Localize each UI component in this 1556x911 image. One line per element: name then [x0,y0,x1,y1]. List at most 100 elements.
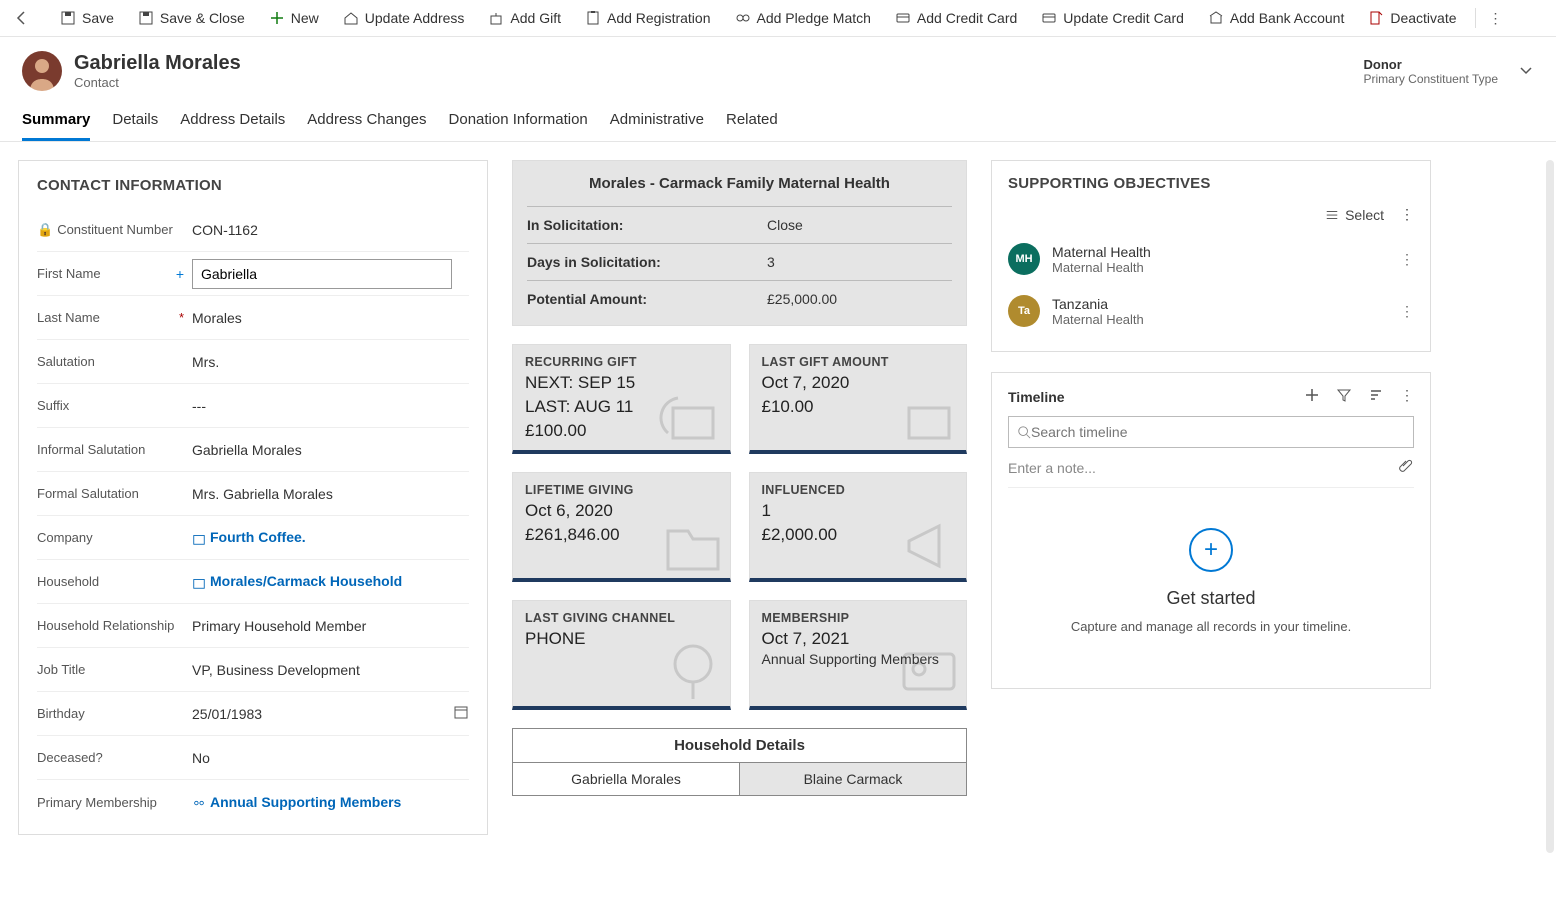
update-address-button[interactable]: Update Address [333,6,475,30]
first-name-label: First Name [37,266,101,281]
tab-address-details[interactable]: Address Details [180,105,285,141]
record-header: Gabriella Morales Contact Donor Primary … [0,37,1556,95]
job-title-value[interactable]: VP, Business Development [192,662,469,678]
suffix-value[interactable]: --- [192,398,469,414]
deactivate-button[interactable]: Deactivate [1358,6,1466,30]
gift-icon [658,378,728,448]
folder-icon [658,506,728,576]
command-bar: Save Save & Close New Update Address Add… [0,0,1556,37]
deceased-label: Deceased? [37,750,192,765]
objective-title: Maternal Health [1052,244,1151,260]
required-icon: * [179,310,184,325]
kpi-recurring-gift[interactable]: RECURRING GIFT NEXT: SEP 15 LAST: AUG 11… [512,344,731,454]
first-name-input[interactable] [192,259,452,289]
deceased-value[interactable]: No [192,750,469,766]
add-gift-button[interactable]: Add Gift [478,6,571,30]
objective-subtitle: Maternal Health [1052,312,1144,327]
save-close-button[interactable]: Save & Close [128,6,255,30]
objective-item-more-button[interactable]: ⋮ [1400,303,1414,320]
salutation-label: Salutation [37,354,192,369]
solicitation-card: Morales - Carmack Family Maternal Health… [512,160,967,326]
potential-amount-value: £25,000.00 [767,291,837,307]
primary-membership-label: Primary Membership [37,795,192,810]
timeline-search-input[interactable] [1031,424,1405,440]
objective-badge-icon: MH [1008,243,1040,275]
objective-badge-icon: Ta [1008,295,1040,327]
back-button[interactable] [10,6,34,30]
suffix-label: Suffix [37,398,192,413]
timeline-empty-state: + Get started Capture and manage all rec… [1008,488,1414,674]
kpi-membership[interactable]: MEMBERSHIP Oct 7, 2021 Annual Supporting… [749,600,968,710]
objectives-more-button[interactable]: ⋮ [1400,206,1414,223]
form-tabs: Summary Details Address Details Address … [0,95,1556,142]
timeline-more-button[interactable]: ⋮ [1400,387,1414,406]
add-bank-account-button[interactable]: Add Bank Account [1198,6,1354,30]
constituent-type-value: Donor [1363,57,1498,72]
household-details-title: Household Details [513,729,966,762]
add-registration-button[interactable]: Add Registration [575,6,721,30]
timeline-heading: Timeline [1008,389,1065,405]
informal-salutation-label: Informal Salutation [37,442,192,457]
add-timeline-button[interactable] [1304,387,1320,406]
membership-link[interactable]: Annual Supporting Members [192,794,401,810]
balloon-icon [658,634,728,704]
get-started-subtitle: Capture and manage all records in your t… [1028,619,1394,634]
objective-item-more-button[interactable]: ⋮ [1400,251,1414,268]
constituent-number-value: CON-1162 [192,222,469,238]
tab-donation-info[interactable]: Donation Information [449,105,588,141]
tab-summary[interactable]: Summary [22,105,90,141]
supporting-objectives-panel: SUPPORTING OBJECTIVES Select ⋮ MH Matern… [991,160,1431,352]
attachment-icon[interactable] [1398,458,1414,477]
tab-related[interactable]: Related [726,105,778,141]
deactivate-label: Deactivate [1390,10,1456,26]
scrollbar[interactable] [1546,160,1554,853]
days-solicitation-value: 3 [767,254,775,270]
tab-details[interactable]: Details [112,105,158,141]
sort-timeline-button[interactable] [1368,387,1384,406]
household-relationship-label: Household Relationship [37,618,192,633]
birthday-value[interactable]: 25/01/1983 [192,706,262,722]
more-commands-button[interactable]: ⋮ [1484,10,1508,27]
objective-item[interactable]: MH Maternal HealthMaternal Health ⋮ [1008,233,1414,285]
company-link[interactable]: Fourth Coffee. [192,529,306,545]
add-record-button[interactable]: + [1189,528,1233,572]
formal-salutation-value[interactable]: Mrs. Gabriella Morales [192,486,469,502]
calendar-icon[interactable] [453,704,469,723]
new-button[interactable]: New [259,6,329,30]
household-link[interactable]: Morales/Carmack Household [192,573,402,589]
note-placeholder: Enter a note... [1008,460,1096,476]
kpi-influenced[interactable]: INFLUENCED 1 £2,000.00 [749,472,968,582]
update-credit-card-button[interactable]: Update Credit Card [1031,6,1194,30]
center-column: Morales - Carmack Family Maternal Health… [512,160,967,796]
add-pledge-match-button[interactable]: Add Pledge Match [725,6,881,30]
objective-item[interactable]: Ta TanzaniaMaternal Health ⋮ [1008,285,1414,337]
household-relationship-value[interactable]: Primary Household Member [192,618,469,634]
kpi-last-channel[interactable]: LAST GIVING CHANNEL PHONE [512,600,731,710]
save-button[interactable]: Save [50,6,124,30]
objectives-heading: SUPPORTING OBJECTIVES [1008,175,1414,192]
contact-info-heading: CONTACT INFORMATION [37,177,469,194]
timeline-panel: Timeline ⋮ Enter a note... + Get started [991,372,1431,689]
tab-address-changes[interactable]: Address Changes [307,105,426,141]
in-solicitation-value: Close [767,217,803,233]
kpi-last-gift[interactable]: LAST GIFT AMOUNT Oct 7, 2020 £10.00 [749,344,968,454]
header-expand-button[interactable] [1518,62,1534,81]
last-name-label: Last Name [37,310,100,325]
kpi-lifetime-giving[interactable]: LIFETIME GIVING Oct 6, 2020 £261,846.00 [512,472,731,582]
days-solicitation-label: Days in Solicitation: [527,254,767,270]
select-button[interactable]: Select [1325,207,1384,223]
formal-salutation-label: Formal Salutation [37,486,192,501]
contact-name: Gabriella Morales [74,52,241,75]
timeline-search[interactable] [1008,416,1414,448]
last-name-value[interactable]: Morales [192,310,469,326]
add-credit-card-button[interactable]: Add Credit Card [885,6,1027,30]
salutation-value[interactable]: Mrs. [192,354,469,370]
informal-salutation-value[interactable]: Gabriella Morales [192,442,469,458]
timeline-note-input[interactable]: Enter a note... [1008,448,1414,488]
household-tab-2[interactable]: Blaine Carmack [740,763,966,795]
save-close-label: Save & Close [160,10,245,26]
household-tab-1[interactable]: Gabriella Morales [513,763,740,795]
get-started-title: Get started [1028,588,1394,609]
tab-administrative[interactable]: Administrative [610,105,704,141]
filter-timeline-button[interactable] [1336,387,1352,406]
